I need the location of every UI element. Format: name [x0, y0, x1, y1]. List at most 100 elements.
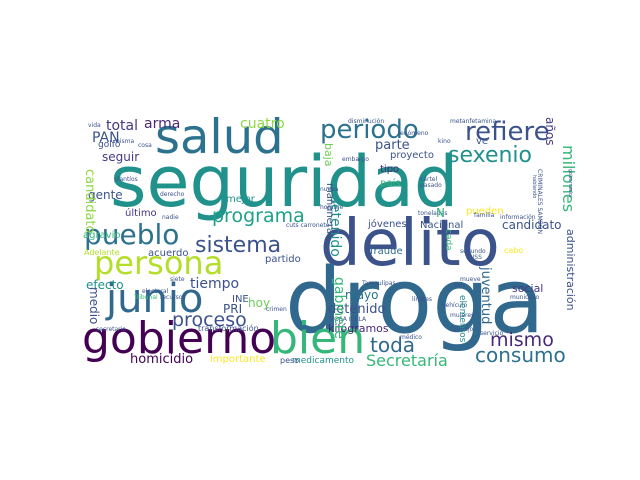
word-jovenes: jóvenes	[368, 219, 407, 230]
word-baja: baja	[322, 143, 335, 167]
word-trabajo: trabajo	[452, 326, 474, 333]
word-consumo: consumo	[475, 343, 566, 367]
word-nadie: nadie	[162, 214, 179, 221]
word-fenomeno: fenómeno	[398, 130, 429, 137]
word-embargo: embargo	[342, 156, 369, 163]
word-n: N	[436, 206, 445, 220]
word-anos: años	[543, 117, 557, 146]
word-cartel: cártel	[420, 176, 438, 183]
word-rosa-icela: ROSA ICELA	[330, 316, 367, 323]
word-toneladas: toneladas	[418, 210, 448, 217]
word-gobernador: gobernador	[567, 169, 573, 198]
word-proyecto: proyecto	[390, 150, 434, 161]
word-gobierno: gobierno	[82, 313, 277, 364]
word-inss: INSS	[468, 254, 482, 261]
word-recursos: recursos	[160, 294, 186, 301]
word-ultimo: último	[125, 208, 157, 219]
word-siete: siete	[170, 276, 185, 283]
word-pueden: pueden	[466, 206, 504, 217]
word-cloud: seguridad delito droga salud gobierno pe…	[80, 117, 577, 367]
word-kino: kino	[438, 138, 451, 145]
word-droga: droga	[285, 249, 545, 354]
word-elementos: elementos	[457, 295, 467, 343]
word-plantios: plantíos	[114, 176, 138, 183]
word-sistema: sistema	[195, 233, 282, 258]
word-total: total	[106, 118, 139, 134]
word-vehiculo: vehículo	[442, 302, 468, 309]
word-mejor: mejor	[226, 194, 255, 205]
word-mueve: mueve	[460, 276, 481, 283]
word-tiempo: tiempo	[190, 276, 240, 292]
word-partido: partido	[265, 254, 301, 265]
word-kilogramos: kilógramos	[328, 322, 389, 335]
word-cinco: gente	[88, 188, 123, 202]
word-cuts: cuts carroneto	[286, 222, 330, 229]
word-nueva: nueva	[320, 186, 339, 193]
word-cabo: cabo	[504, 246, 524, 255]
word-periodo: periodo	[320, 117, 419, 145]
word-arma: arma	[144, 117, 181, 132]
word-administracion: administración	[564, 229, 577, 311]
word-pueblo: pueblo	[84, 218, 180, 251]
word-municipio: municipio	[510, 294, 540, 301]
word-parte: parte	[375, 138, 410, 153]
word-toda: toda	[370, 333, 416, 357]
word-servicio: servicio	[480, 330, 504, 337]
word-cuatro: cuatro	[240, 117, 285, 132]
word-delito: delito	[320, 207, 500, 281]
word-mismo: mismo	[490, 329, 554, 351]
word-nacional: Nacional	[420, 220, 464, 231]
word-programa: programa	[212, 205, 305, 227]
word-ve: ve	[476, 136, 489, 147]
word-proceso: proceso	[172, 309, 247, 331]
word-electoral: electoral	[142, 288, 169, 295]
word-junio: junio	[106, 276, 204, 322]
word-crimen: crimen	[266, 306, 287, 313]
word-limites: límites	[412, 296, 433, 303]
word-peso: peso	[280, 356, 300, 365]
word-seguir: seguir	[102, 150, 140, 164]
word-agravio: agravio	[83, 230, 121, 241]
word-transformacion: transformación	[198, 324, 259, 333]
word-candidato: candidato	[82, 169, 97, 234]
word-ine: INE	[232, 294, 249, 305]
word-gente: efecto	[86, 278, 124, 292]
word-hablando: hablando	[531, 175, 537, 199]
word-golfo: golfo	[98, 140, 121, 150]
word-hoy: mayo	[345, 288, 379, 302]
word-mayo: detenido	[328, 302, 386, 317]
word-tribunal: Tribunal	[134, 294, 158, 301]
word-metanfetamina: metanfetamina	[450, 118, 497, 125]
word-secretario: secretario	[96, 326, 126, 333]
word-importante: importante	[210, 354, 266, 365]
word-segundo: segundo	[460, 248, 486, 255]
word-tipo: tipo	[380, 164, 400, 175]
word-hombre: hombre	[320, 204, 344, 211]
word-efecto: hoy	[248, 296, 271, 310]
word-mananera: mañanera	[324, 183, 335, 235]
word-gabinete: gabinete	[331, 277, 347, 339]
word-informacion: información	[500, 214, 536, 221]
word-medico: médico	[400, 334, 422, 341]
word-pan: PAN	[92, 130, 120, 146]
word-familia: familia	[474, 212, 495, 219]
word-acuerdo: acuerdo	[148, 248, 189, 259]
word-disminucion: disminución	[348, 118, 385, 125]
word-juventud: juventud	[478, 267, 493, 325]
word-momento: candidato	[502, 218, 562, 232]
word-derecho: derecho	[160, 191, 185, 198]
word-fraude: fraude	[370, 246, 403, 257]
word-pasado: pasado	[420, 182, 442, 189]
word-bien: bien	[270, 313, 366, 364]
word-seguridad: seguridad	[110, 141, 459, 223]
word-seis: seis	[454, 282, 466, 289]
word-refiere: refiere	[465, 117, 550, 147]
word-adelante: Adelante	[84, 248, 120, 257]
word-pri: PRI	[223, 302, 243, 316]
word-cosa: cosa	[138, 142, 152, 149]
word-pais: país	[380, 178, 401, 189]
word-medicamento: medicamento	[292, 356, 355, 366]
word-tamaulipas: Tamaulipas	[362, 280, 396, 287]
word-misma: misma	[114, 138, 135, 145]
word-salud: salud	[155, 117, 284, 165]
